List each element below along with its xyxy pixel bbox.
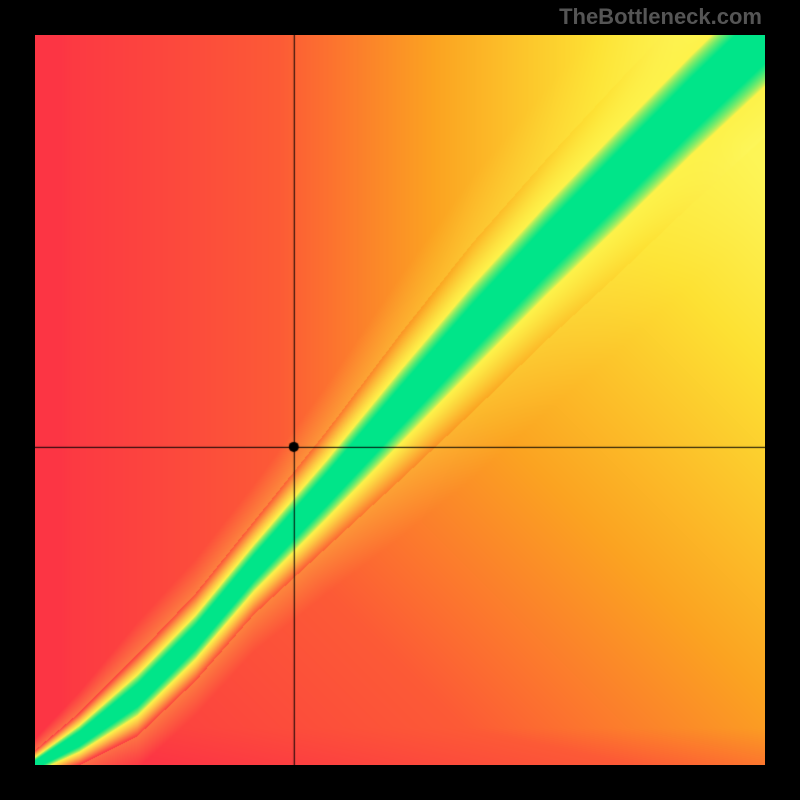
- watermark-text: TheBottleneck.com: [559, 4, 762, 30]
- chart-frame: TheBottleneck.com: [0, 0, 800, 800]
- heatmap-canvas: [35, 35, 765, 765]
- heatmap-plot: [35, 35, 765, 765]
